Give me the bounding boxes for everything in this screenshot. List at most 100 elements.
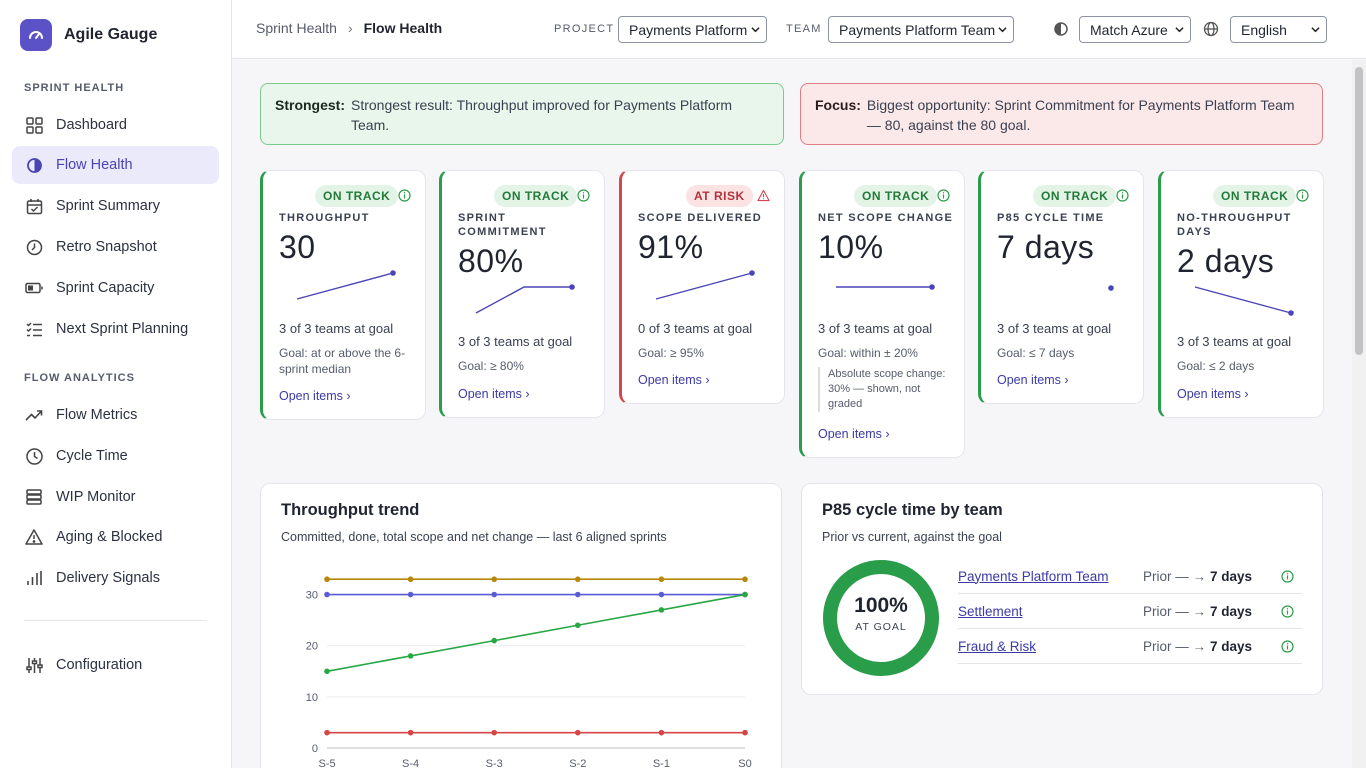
language-select-value: English <box>1241 21 1287 38</box>
sidebar-item-label: Flow Health <box>56 157 133 173</box>
series-point <box>491 729 497 736</box>
sidebar-item-dashboard[interactable]: Dashboard <box>12 106 219 144</box>
series-point <box>407 576 414 583</box>
kpi-card-scope-delivered: AT RISK SCOPE DELIVERED 91% 0 of 3 teams… <box>619 170 785 404</box>
team-select[interactable]: Payments Platform Team <box>828 16 1014 43</box>
x-tick-label: S0 <box>738 758 751 768</box>
series-point <box>575 591 581 598</box>
warning-icon[interactable] <box>757 189 770 202</box>
x-tick-label: S-4 <box>402 758 419 768</box>
team-link[interactable]: Settlement <box>958 603 1023 619</box>
kpi-value: 2 days <box>1177 243 1275 279</box>
sidebar-item-retro-snapshot[interactable]: Retro Snapshot <box>12 228 219 266</box>
sparkline-point <box>569 284 575 290</box>
status-badge: ON TRACK <box>494 185 578 207</box>
project-select[interactable]: Payments Platform <box>618 16 767 43</box>
team-row: Fraud & Risk Prior — → 7 days <box>958 629 1302 664</box>
sparkline-point <box>1288 310 1294 316</box>
open-items-link[interactable]: Open items › <box>638 373 710 387</box>
team-prior: Prior — → <box>1142 638 1206 654</box>
x-tick-label: S-1 <box>653 758 670 768</box>
sidebar-item-next-sprint-planning[interactable]: Next Sprint Planning <box>12 310 219 348</box>
kpi-goal: Goal: ≥ 95% <box>638 346 704 360</box>
focus-banner: Focus: Biggest opportunity: Sprint Commi… <box>800 83 1323 145</box>
sidebar-item-label: Flow Metrics <box>56 407 138 423</box>
chevron-down-icon <box>1175 27 1184 33</box>
team-prior: Prior — → <box>1142 568 1206 584</box>
info-icon[interactable] <box>1281 640 1294 653</box>
sidebar-item-wip-monitor[interactable]: WIP Monitor <box>12 478 219 516</box>
open-items-link[interactable]: Open items › <box>997 373 1069 387</box>
globe-icon <box>1203 21 1219 37</box>
team-link[interactable]: Fraud & Risk <box>958 638 1037 654</box>
chevron-down-icon <box>751 27 760 33</box>
sidebar-item-label: Configuration <box>56 657 143 673</box>
open-items-link[interactable]: Open items › <box>1177 387 1249 401</box>
team-prior-current: Prior — → 7 days <box>1143 639 1252 654</box>
kpi-name: THROUGHPUT <box>279 212 370 224</box>
team-link[interactable]: Payments Platform Team <box>958 568 1109 584</box>
info-icon[interactable] <box>577 189 590 202</box>
team-prior-current: Prior — → 7 days <box>1143 604 1252 619</box>
gauge-logo-icon <box>20 19 52 51</box>
chevron-down-icon <box>1311 27 1320 33</box>
kpi-teams-at-goal: 3 of 3 teams at goal <box>1177 334 1292 349</box>
sidebar-item-cycle-time[interactable]: Cycle Time <box>12 437 219 475</box>
chevron-right-icon: › <box>347 20 353 36</box>
kpi-teams-at-goal: 3 of 3 teams at goal <box>818 321 933 336</box>
scrollbar-thumb[interactable] <box>1355 67 1363 355</box>
info-icon[interactable] <box>1296 189 1309 202</box>
open-items-link[interactable]: Open items › <box>818 427 890 441</box>
sidebar-item-flow-metrics[interactable]: Flow Metrics <box>12 396 219 434</box>
status-badge: ON TRACK <box>1213 185 1297 207</box>
sidebar-item-sprint-summary[interactable]: Sprint Summary <box>12 187 219 225</box>
kpi-name: SPRINT COMMITMENT <box>458 212 547 238</box>
kpi-teams-at-goal: 3 of 3 teams at goal <box>279 321 394 336</box>
series-line-2 <box>326 593 746 673</box>
at-goal-donut <box>823 560 939 676</box>
open-items-link[interactable]: Open items › <box>458 387 530 401</box>
series-point <box>491 637 497 644</box>
series-point <box>324 591 330 598</box>
y-tick-label: 20 <box>306 641 318 653</box>
panel-title: Throughput trend <box>281 501 420 519</box>
focus-label: Focus: <box>815 97 861 113</box>
info-icon[interactable] <box>1116 189 1129 202</box>
sidebar: Agile Gauge SPRINT HEALTH Dashboard Flow… <box>0 0 232 768</box>
brand[interactable]: Agile Gauge <box>20 19 157 51</box>
throughput-trend-chart: 0 10 20 30 S-5 S-4 S-3 S-2 S-1 S0 <box>306 576 752 768</box>
status-badge: ON TRACK <box>315 185 399 207</box>
theme-select-value: Match Azure <box>1090 21 1168 38</box>
sliders-icon <box>25 656 43 674</box>
stack-icon <box>25 488 43 506</box>
open-items-link[interactable]: Open items › <box>279 389 351 403</box>
info-icon[interactable] <box>1281 570 1294 583</box>
sidebar-item-flow-health[interactable]: Flow Health <box>12 146 219 184</box>
theme-select[interactable]: Match Azure <box>1079 16 1191 43</box>
scrollbar[interactable] <box>1352 60 1366 768</box>
kpi-goal: Goal: ≤ 2 days <box>1177 359 1255 373</box>
sidebar-item-label: Dashboard <box>56 117 127 133</box>
breadcrumb-parent[interactable]: Sprint Health <box>256 20 337 36</box>
kpi-sparkline <box>1108 285 1114 291</box>
info-icon[interactable] <box>937 189 950 202</box>
info-icon[interactable] <box>398 189 411 202</box>
sidebar-item-aging-blocked[interactable]: Aging & Blocked <box>12 518 219 556</box>
sidebar-item-sprint-capacity[interactable]: Sprint Capacity <box>12 269 219 307</box>
app-name: Agile Gauge <box>64 26 158 43</box>
sidebar-item-label: Cycle Time <box>56 448 128 464</box>
sparkline-point <box>390 270 396 276</box>
language-select[interactable]: English <box>1230 16 1327 43</box>
series-point <box>324 668 330 675</box>
sidebar-item-label: Retro Snapshot <box>56 239 157 255</box>
trending-up-icon <box>25 406 43 424</box>
kpi-name: SCOPE DELIVERED <box>638 212 763 224</box>
breadcrumb-current: Flow Health <box>363 20 443 36</box>
series-point <box>742 576 748 583</box>
kpi-card-p85-cycle-time: ON TRACK P85 CYCLE TIME 7 days 3 of 3 te… <box>978 170 1144 404</box>
sidebar-item-delivery-signals[interactable]: Delivery Signals <box>12 559 219 597</box>
sparkline-point <box>749 270 755 276</box>
info-icon[interactable] <box>1281 605 1294 618</box>
x-tick-label: S-5 <box>318 758 335 768</box>
sidebar-item-configuration[interactable]: Configuration <box>12 646 219 684</box>
